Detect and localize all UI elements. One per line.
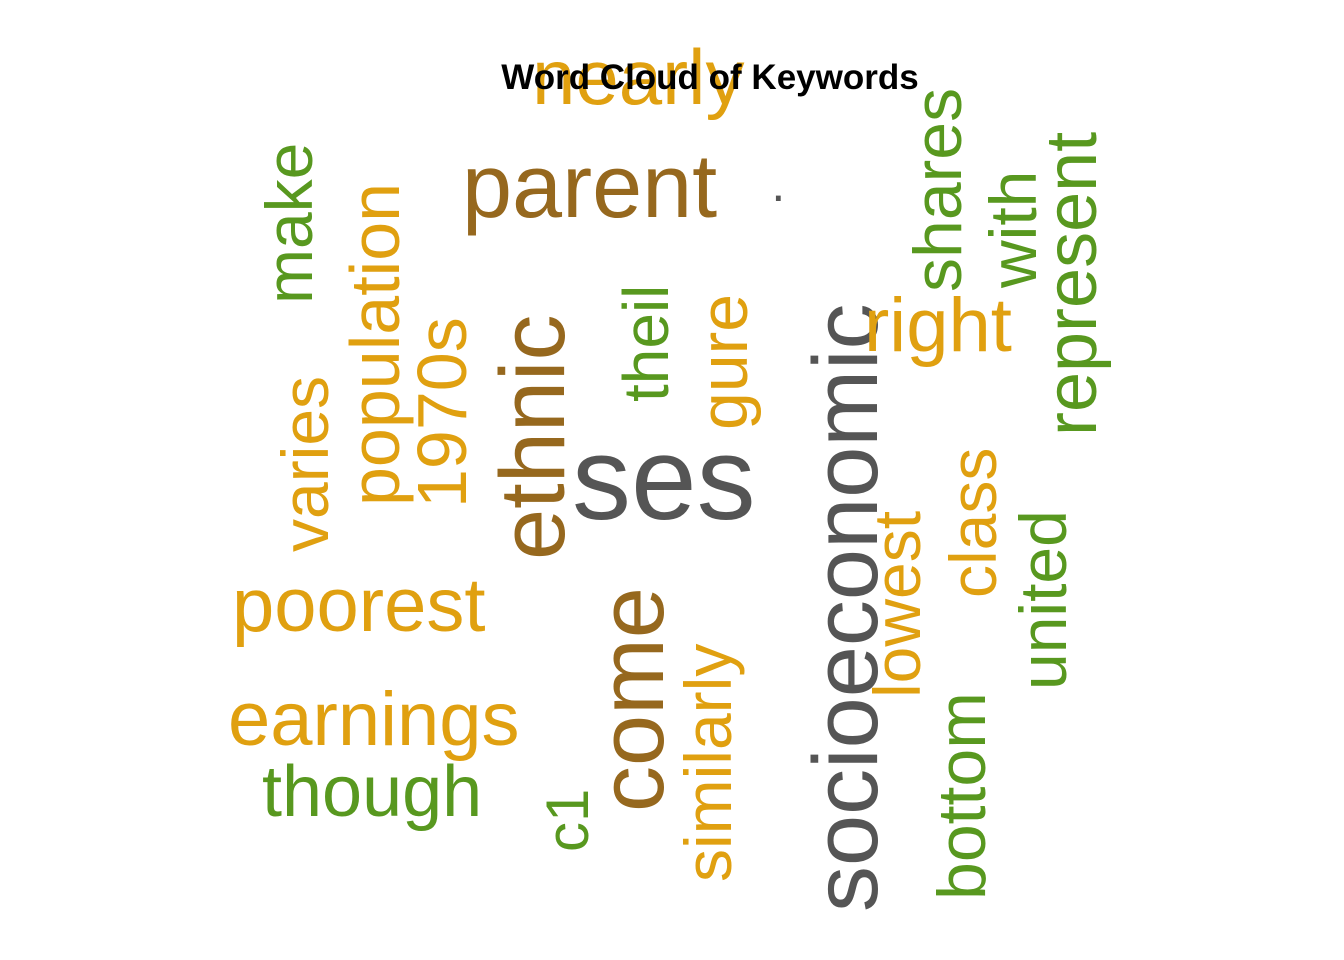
word-come: come (581, 587, 683, 812)
word-1970s: 1970s (403, 317, 481, 508)
word-right: right (864, 283, 1012, 368)
word-varies: varies (268, 375, 342, 552)
word-bottom: bottom (924, 692, 1000, 900)
word-parent: parent (462, 137, 718, 237)
word-poorest: poorest (232, 563, 486, 648)
word-class: class (936, 447, 1010, 598)
word-make: make (252, 142, 326, 304)
word-gure: gure (686, 293, 762, 430)
word-nearly: nearly (532, 33, 745, 121)
word-population: population (336, 182, 414, 506)
word-ethnic: ethnic (482, 314, 584, 561)
word-ses: ses (572, 413, 756, 545)
word-united: united (1006, 510, 1080, 690)
word-though: though (262, 752, 483, 832)
word-lowest: lowest (860, 510, 934, 698)
word-c1: c1 (534, 788, 601, 852)
word-dot: · (770, 167, 787, 223)
word-similarly: similarly (671, 643, 745, 882)
word-theil: theil (610, 284, 682, 402)
word-shares: shares (900, 87, 976, 292)
word-represent: represent (1032, 131, 1112, 436)
word-earnings: earnings (228, 677, 520, 762)
